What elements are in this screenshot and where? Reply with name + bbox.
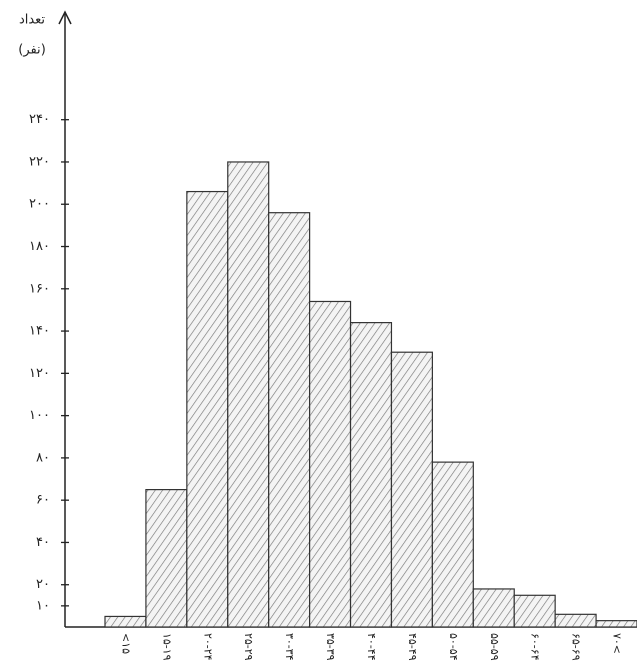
bar xyxy=(349,322,393,628)
bar xyxy=(554,613,597,628)
y-tick-label: ۴۰ xyxy=(36,535,50,550)
x-tick-label: ۵۰-۵۴ xyxy=(447,633,460,661)
bar xyxy=(390,351,433,628)
y-tick-label: ۱۰ xyxy=(36,598,50,613)
x-tick-label: ۱۵-۱۹ xyxy=(160,633,173,661)
bar xyxy=(309,300,352,628)
y-tick-label: ۲۰ xyxy=(36,577,50,592)
bar xyxy=(595,620,637,628)
bar xyxy=(268,212,311,628)
bar xyxy=(227,161,270,628)
x-tick-label: ۳۰-۳۴ xyxy=(283,633,296,661)
bar xyxy=(431,461,474,628)
bar xyxy=(186,190,229,628)
x-tick-label: ۶۰-۶۴ xyxy=(529,633,542,661)
bar xyxy=(513,594,556,628)
y-tick-label: ۲۰۰ xyxy=(29,197,50,212)
x-tick-label: ۷۰< xyxy=(611,633,624,654)
y-tick-label: ۱۶۰ xyxy=(29,281,50,296)
y-tick-label: ۱۲۰ xyxy=(29,366,50,381)
y-tick-label: ۲۴۰ xyxy=(29,112,50,127)
x-tick-label: ۲۵-۲۹ xyxy=(242,633,255,661)
x-tick-label: ۵۵-۵۹ xyxy=(488,633,501,661)
y-axis-title: تعداد xyxy=(19,13,45,28)
y-tick-label: ۱۰۰ xyxy=(29,408,50,423)
y-tick-label: ۱۸۰ xyxy=(29,239,50,254)
x-tick-label: ۴۵-۴۹ xyxy=(406,633,419,661)
bar xyxy=(104,615,147,628)
x-tick-label: ۲۰-۲۴ xyxy=(201,633,214,661)
y-axis-arrow xyxy=(58,10,72,25)
y-tick-label: ۶۰ xyxy=(36,493,50,508)
bar xyxy=(145,489,188,628)
y-tick-label: ۱۴۰ xyxy=(29,324,50,339)
bar xyxy=(472,588,515,628)
y-tick-label: ۸۰ xyxy=(36,450,50,465)
x-tick-label: <۱۵ xyxy=(119,633,132,654)
x-tick-label: ۳۵-۳۹ xyxy=(324,633,337,661)
x-tick-label: ۴۰-۴۴ xyxy=(365,633,378,661)
y-axis-unit: (نفر) xyxy=(18,43,46,58)
x-tick-label: ۶۵-۶۹ xyxy=(570,633,583,661)
y-tick-label: ۲۲۰ xyxy=(29,154,50,169)
